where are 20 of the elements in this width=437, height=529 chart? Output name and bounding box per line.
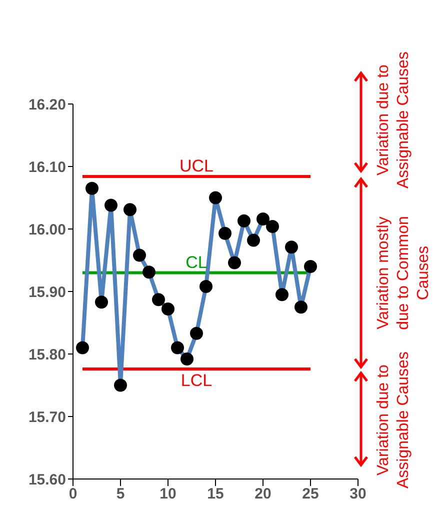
x-tick-label: 5: [116, 486, 125, 503]
x-tick-label: 30: [350, 486, 366, 503]
text: Variation due to Assignable Causes: [375, 352, 412, 488]
y-tick-label: 15.80: [28, 346, 66, 364]
y-tick-label: 16.20: [28, 96, 66, 114]
x-tick-label: 10: [160, 486, 176, 503]
y-tick-label: 15.70: [28, 408, 66, 426]
y-tick-label: 15.60: [28, 471, 66, 488]
x-tick-label: 20: [254, 486, 272, 503]
text: Variation due to Assignable Causes: [375, 52, 412, 188]
y-tick-label: 16.00: [28, 221, 66, 238]
y-tick-label: 15.90: [28, 284, 66, 301]
y-tick-label: 16.10: [28, 158, 66, 176]
ref-line-label: CL: [186, 252, 208, 272]
ref-line-label: LCL: [180, 371, 212, 390]
x-tick-label: 15: [207, 486, 224, 503]
text: Variation mostly due to Common Causes: [375, 216, 432, 330]
x-tick-label: 25: [302, 486, 319, 503]
ref-line-label: UCL: [179, 156, 214, 176]
x-tick-label: 0: [68, 486, 78, 503]
